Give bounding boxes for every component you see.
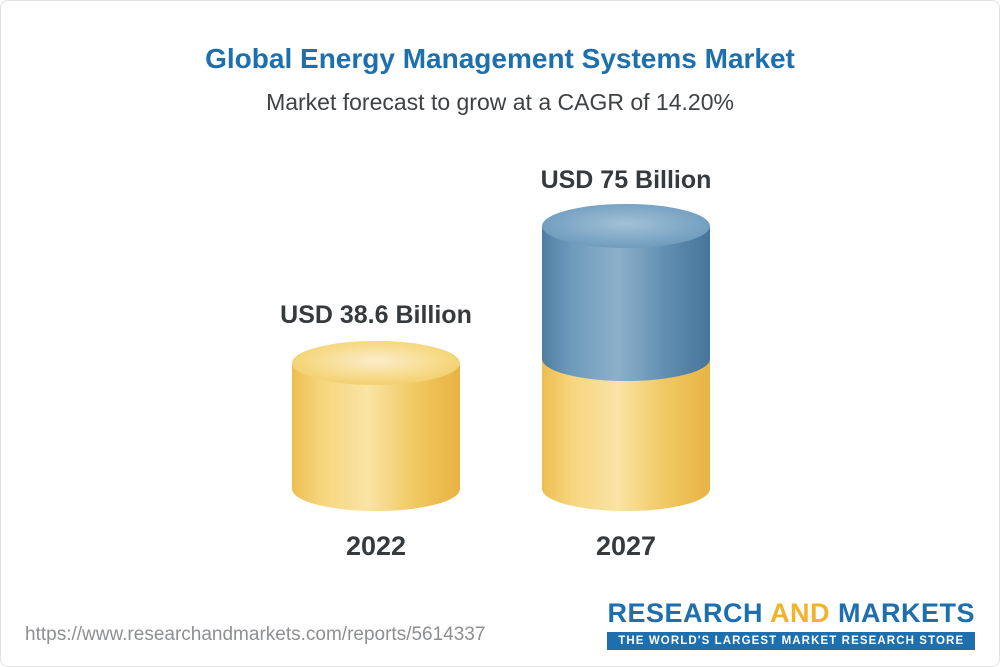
cylinder-top-segment-2027: [542, 226, 710, 381]
logo-word-markets: MARKETS: [838, 598, 975, 628]
cylinder-bottom-segment-2027: [542, 359, 710, 511]
cylinder-top-2027: [542, 204, 710, 248]
logo-wordmark: RESEARCH AND MARKETS: [607, 598, 975, 629]
logo-tagline: THE WORLD'S LARGEST MARKET RESEARCH STOR…: [607, 632, 975, 650]
chart-subtitle: Market forecast to grow at a CAGR of 14.…: [266, 89, 734, 115]
cylinder-top-2022: [292, 341, 460, 385]
cylinder-body-2022: [292, 363, 460, 511]
chart-title: Global Energy Management Systems Market: [205, 43, 795, 74]
research-and-markets-logo: RESEARCH AND MARKETS THE WORLD'S LARGEST…: [607, 598, 975, 650]
bar-cylinder-2027: [542, 204, 710, 511]
logo-word-and: AND: [769, 598, 830, 628]
logo-word-research: RESEARCH: [607, 598, 763, 628]
report-url: https://www.researchandmarkets.com/repor…: [25, 624, 486, 645]
category-label-2022: 2022: [345, 531, 407, 561]
bar-value-label-2027: USD 75 Billion: [540, 166, 712, 194]
category-label-2027: 2027: [595, 531, 657, 561]
bar-cylinder-2022: [292, 341, 460, 511]
bar-value-label-2022: USD 38.6 Billion: [280, 301, 472, 329]
